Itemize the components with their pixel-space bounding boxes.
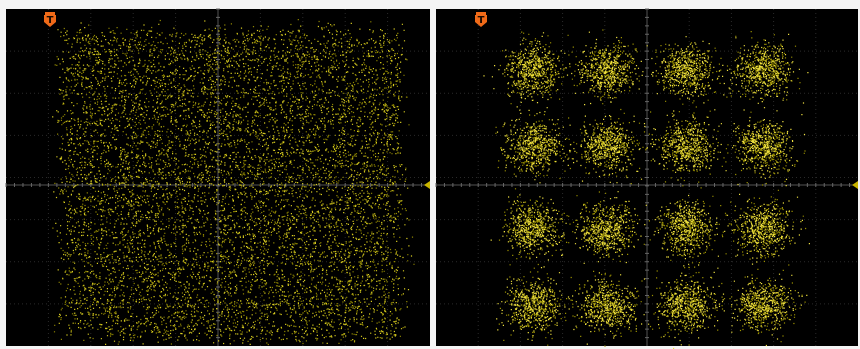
page: T T (() => { const data = JSON.parse(doc… xyxy=(0,0,860,349)
trigger-label: T xyxy=(478,15,485,26)
scope-screen: T T xyxy=(0,0,860,349)
trigger-label: T xyxy=(47,15,54,26)
